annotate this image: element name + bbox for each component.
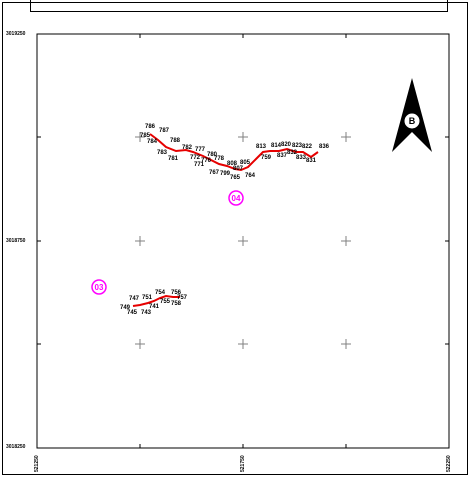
grid-cross xyxy=(238,339,248,349)
grid-cross xyxy=(135,339,145,349)
title-bar xyxy=(30,0,448,12)
grid-cross xyxy=(341,339,351,349)
point-label: 743 xyxy=(141,310,152,316)
x-label-right: 522250 xyxy=(446,455,452,472)
point-label: 745 xyxy=(127,310,138,316)
point-label: 781 xyxy=(168,156,179,162)
grid-cross xyxy=(341,236,351,246)
point-label: 765 xyxy=(230,175,241,181)
point-label: 813 xyxy=(256,144,267,150)
north-arrow-icon: B xyxy=(392,78,432,152)
point-label: 836 xyxy=(319,144,330,150)
map-frame xyxy=(2,2,468,475)
point-labels-upper: 786 787 785 784 788 782 781 783 777 772 … xyxy=(140,124,330,181)
point-label: 782 xyxy=(182,145,193,151)
point-label: 822 xyxy=(302,144,313,150)
grid-cross xyxy=(238,132,248,142)
y-label-top: 3019250 xyxy=(6,31,26,37)
point-label: 756 xyxy=(171,290,182,296)
grid-cross xyxy=(135,132,145,142)
point-label: 749 xyxy=(120,305,131,311)
route-upper xyxy=(149,133,319,172)
point-label: 767 xyxy=(209,170,220,176)
point-label: 754 xyxy=(155,290,166,296)
point-label: 764 xyxy=(245,173,256,179)
point-label: 747 xyxy=(129,296,140,302)
point-label: 751 xyxy=(142,295,153,301)
group-marker-04: 04 xyxy=(228,190,244,206)
route-lower xyxy=(132,294,180,307)
north-letter: B xyxy=(409,116,416,126)
grid-cross xyxy=(341,132,351,142)
grid-cross xyxy=(135,236,145,246)
point-label: 777 xyxy=(195,147,206,153)
point-label: 755 xyxy=(160,299,171,305)
point-label: 805 xyxy=(240,160,251,166)
point-label: 807 xyxy=(233,166,244,172)
point-label: 783 xyxy=(157,150,168,156)
point-label: 814 xyxy=(271,143,282,149)
point-label: 833 xyxy=(296,155,307,161)
x-label-left: 521250 xyxy=(34,455,40,472)
point-label: 799 xyxy=(220,171,231,177)
point-label: 786 xyxy=(145,124,156,130)
point-label: 787 xyxy=(159,128,170,134)
point-label: 784 xyxy=(147,139,158,145)
point-label: 832 xyxy=(287,150,298,156)
point-label: 785 xyxy=(140,133,151,139)
grid-crosses xyxy=(37,34,449,448)
point-labels-lower: 747 751 754 756 749 741 757 758 745 743 … xyxy=(120,290,188,316)
point-label: 757 xyxy=(177,295,188,301)
group-label: 04 xyxy=(232,194,241,203)
point-label: 837 xyxy=(277,153,288,159)
group-marker-03: 03 xyxy=(91,279,107,295)
group-label: 03 xyxy=(95,283,104,292)
point-label: 780 xyxy=(207,152,218,158)
point-label: 808 xyxy=(227,161,238,167)
y-label-mid: 3018750 xyxy=(6,238,26,244)
point-label: 831 xyxy=(306,158,317,164)
x-label-mid: 521750 xyxy=(240,455,246,472)
point-label: 820 xyxy=(281,142,292,148)
y-label-bottom: 3018250 xyxy=(6,444,26,450)
point-label: 788 xyxy=(170,138,181,144)
point-label: 772 xyxy=(190,155,201,161)
point-label: 778 xyxy=(214,156,225,162)
point-label: 758 xyxy=(171,301,182,307)
point-label: 771 xyxy=(194,162,205,168)
point-label: 759 xyxy=(261,155,272,161)
grid-cross xyxy=(238,236,248,246)
point-label: 741 xyxy=(149,304,160,310)
point-label: 823 xyxy=(292,143,303,149)
point-label: 776 xyxy=(201,158,212,164)
